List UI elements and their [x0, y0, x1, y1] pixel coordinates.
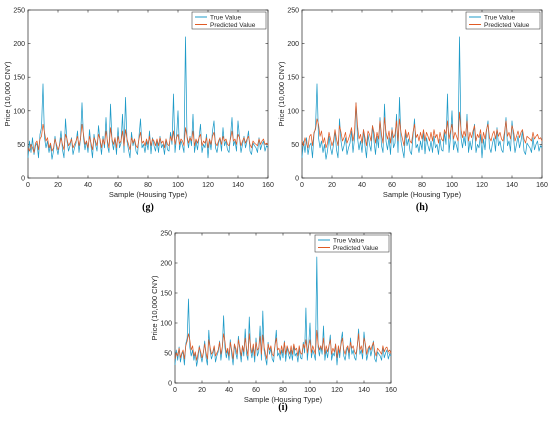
y-tick-label: 100: [160, 321, 172, 328]
panel-label: (h): [416, 202, 428, 213]
x-axis-label: Sample (Housing Type): [244, 395, 323, 404]
x-tick-label: 0: [173, 387, 177, 394]
x-tick-label: 40: [225, 387, 233, 394]
y-tick-label: 100: [287, 108, 299, 115]
x-tick-label: 160: [385, 387, 397, 394]
legend-entry: Predicted Value: [484, 22, 530, 29]
y-tick-label: 100: [13, 108, 25, 115]
y-axis-label: Price (10,000 CNY): [277, 61, 286, 127]
y-axis-label: Price (10,000 CNY): [150, 275, 159, 341]
x-tick-label: 20: [198, 387, 206, 394]
legend-entry: True Value: [484, 14, 515, 21]
y-tick-label: 150: [13, 75, 25, 82]
x-tick-label: 100: [172, 182, 184, 189]
x-tick-label: 40: [84, 182, 92, 189]
x-tick-label: 160: [262, 182, 274, 189]
x-tick-label: 80: [279, 387, 287, 394]
x-tick-label: 100: [304, 387, 316, 394]
x-tick-label: 140: [358, 387, 370, 394]
legend-entry: Predicted Value: [333, 245, 379, 252]
y-tick-label: 150: [160, 291, 172, 298]
x-tick-label: 120: [331, 387, 343, 394]
panel-label: (g): [142, 202, 154, 213]
y-tick-label: 150: [287, 75, 299, 82]
x-tick-label: 20: [54, 182, 62, 189]
x-tick-label: 20: [328, 182, 336, 189]
y-tick-label: 0: [295, 176, 299, 183]
y-tick-label: 0: [168, 381, 172, 388]
x-tick-label: 120: [476, 182, 488, 189]
series-line-predicted-value: [301, 102, 543, 149]
chart-0: 0 20 40 60 80 100 120 140 160 0 50 100 150 200 250 Samp…: [3, 8, 274, 214]
x-tick-label: 140: [232, 182, 244, 189]
x-tick-label: 60: [388, 182, 396, 189]
legend-entry: Predicted Value: [210, 22, 256, 29]
x-tick-label: 0: [300, 182, 304, 189]
series-line-true-value: [27, 36, 269, 160]
y-tick-label: 50: [291, 142, 299, 149]
series-line-predicted-value: [27, 123, 269, 153]
x-tick-label: 120: [202, 182, 214, 189]
series-line-true-value: [174, 256, 392, 367]
y-tick-label: 50: [164, 351, 172, 358]
legend-entry: True Value: [333, 237, 364, 244]
x-tick-label: 60: [114, 182, 122, 189]
series-line-true-value: [301, 36, 543, 160]
y-tick-label: 0: [21, 176, 25, 183]
x-tick-label: 140: [506, 182, 518, 189]
y-tick-label: 50: [17, 142, 25, 149]
y-tick-label: 200: [287, 41, 299, 48]
x-tick-label: 0: [26, 182, 30, 189]
series-line-predicted-value: [174, 329, 392, 361]
legend-box: [191, 11, 267, 30]
y-tick-label: 200: [160, 261, 172, 268]
x-tick-label: 80: [144, 182, 152, 189]
legend-box: [465, 11, 541, 30]
x-tick-label: 160: [536, 182, 548, 189]
y-tick-label: 250: [287, 8, 299, 15]
legend-entry: True Value: [210, 14, 241, 21]
y-tick-label: 250: [13, 8, 25, 15]
y-tick-label: 250: [160, 231, 172, 238]
x-axis-label: Sample (Housing Type): [109, 190, 188, 199]
legend-box: [314, 234, 390, 253]
x-tick-label: 80: [418, 182, 426, 189]
chart-1: 0 20 40 60 80 100 120 140 160 0 50 100 150 200 250 Samp…: [277, 8, 548, 214]
x-tick-label: 60: [252, 387, 260, 394]
x-axis-label: Sample (Housing Type): [383, 190, 462, 199]
y-axis-label: Price (10,000 CNY): [3, 61, 12, 127]
x-tick-label: 40: [358, 182, 366, 189]
chart-2: 0 20 40 60 80 100 120 140 160 0 50 100 150 200 250 Samp…: [150, 231, 397, 414]
x-tick-label: 100: [446, 182, 458, 189]
panel-label: (i): [278, 402, 287, 413]
y-tick-label: 200: [13, 41, 25, 48]
